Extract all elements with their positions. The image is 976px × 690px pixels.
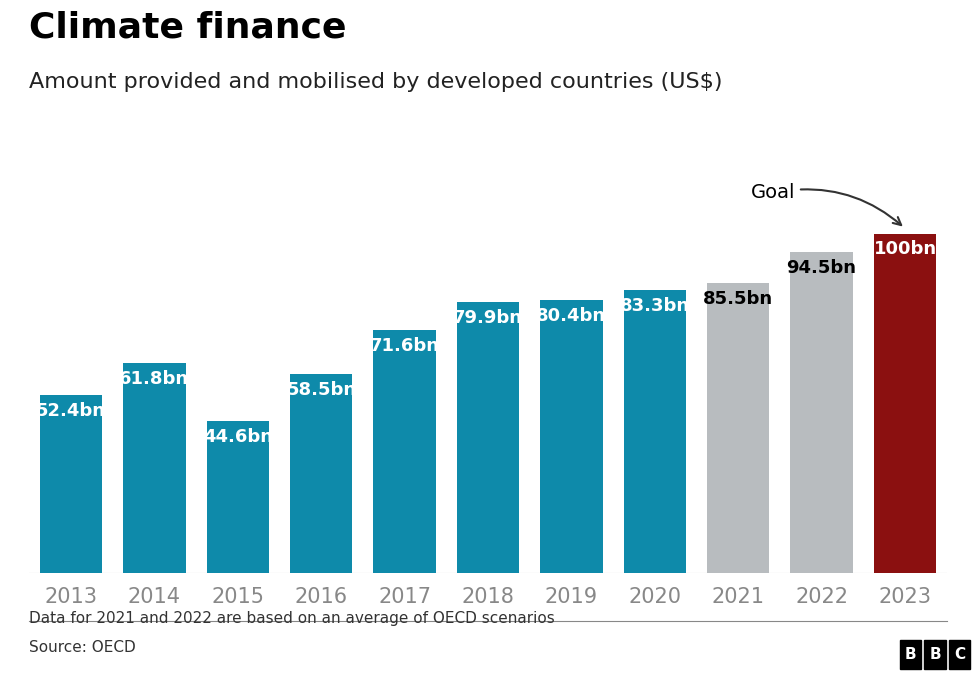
Text: B: B <box>905 647 916 662</box>
Text: 52.4bn: 52.4bn <box>36 402 106 420</box>
Text: C: C <box>954 647 965 662</box>
Text: 94.5bn: 94.5bn <box>787 259 857 277</box>
Text: Climate finance: Climate finance <box>29 10 346 44</box>
Text: Source: OECD: Source: OECD <box>29 640 136 656</box>
Text: 83.3bn: 83.3bn <box>620 297 690 315</box>
Text: Data for 2021 and 2022 are based on an average of OECD scenarios: Data for 2021 and 2022 are based on an a… <box>29 611 555 626</box>
Text: B: B <box>929 647 941 662</box>
Text: 100bn: 100bn <box>874 240 937 258</box>
Bar <box>374 330 436 573</box>
Text: 80.4bn: 80.4bn <box>537 307 606 325</box>
Bar <box>791 253 853 573</box>
Bar <box>707 283 769 573</box>
Text: 44.6bn: 44.6bn <box>203 428 272 446</box>
Bar <box>123 363 185 573</box>
Text: 61.8bn: 61.8bn <box>119 370 189 388</box>
Bar <box>207 422 269 573</box>
Text: 58.5bn: 58.5bn <box>286 381 356 399</box>
Text: 71.6bn: 71.6bn <box>370 337 439 355</box>
Bar <box>457 302 519 573</box>
Bar <box>540 300 602 573</box>
Bar <box>624 290 686 573</box>
Bar <box>290 374 352 573</box>
Text: 85.5bn: 85.5bn <box>703 290 773 308</box>
Bar <box>40 395 102 573</box>
Text: 79.9bn: 79.9bn <box>453 308 523 326</box>
Bar <box>874 233 936 573</box>
Text: Amount provided and mobilised by developed countries (US$): Amount provided and mobilised by develop… <box>29 72 723 92</box>
Text: Goal: Goal <box>751 184 901 225</box>
